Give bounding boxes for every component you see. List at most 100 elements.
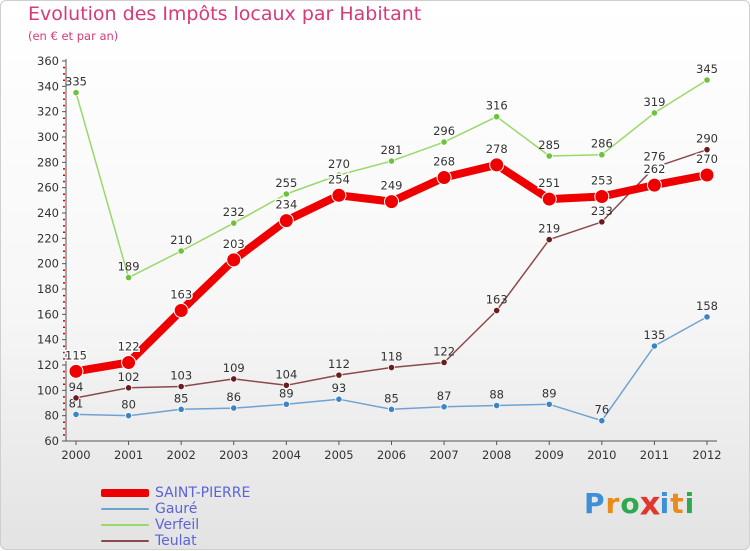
legend-swatch <box>101 540 149 542</box>
data-label-saint-pierre: 122 <box>118 339 140 353</box>
data-point-verfeil <box>493 113 501 121</box>
data-label-verfeil: 335 <box>65 75 87 89</box>
y-tick-label: 220 <box>37 231 59 245</box>
data-point-teulat <box>598 218 606 226</box>
data-point-gaure <box>177 405 185 413</box>
y-tick-label: 360 <box>37 54 59 68</box>
data-point-saint-pierre <box>436 170 452 186</box>
y-minor-tick <box>63 123 65 126</box>
data-point-teulat <box>177 382 185 391</box>
y-minor-tick <box>63 155 65 157</box>
y-minor-tick <box>63 269 65 271</box>
data-point-saint-pierre <box>384 194 399 210</box>
data-point-gaure <box>650 342 659 350</box>
data-label-saint-pierre: 270 <box>696 152 718 166</box>
y-minor-tick <box>63 320 65 322</box>
data-point-gaure <box>703 313 711 321</box>
y-minor-tick <box>63 199 65 202</box>
y-minor-tick <box>63 275 65 278</box>
data-point-teulat <box>72 394 80 402</box>
y-minor-tick <box>63 244 65 246</box>
x-tick-label: 2012 <box>692 448 721 462</box>
y-minor-tick <box>63 345 65 347</box>
logo-letter: i <box>684 487 696 520</box>
data-label-gaure: 89 <box>279 386 294 400</box>
y-minor-tick <box>63 358 65 360</box>
y-minor-tick <box>63 294 65 297</box>
x-tick-label: 2004 <box>272 448 301 462</box>
x-tick-label: 2007 <box>429 448 458 462</box>
y-tick-label: 280 <box>37 155 59 169</box>
data-point-gaure <box>598 417 606 425</box>
data-point-teulat <box>124 384 133 392</box>
data-label-verfeil: 345 <box>696 62 718 76</box>
y-minor-tick <box>63 231 65 233</box>
data-point-verfeil <box>650 109 659 117</box>
data-label-verfeil: 319 <box>643 95 665 109</box>
data-point-gaure <box>72 410 80 418</box>
data-point-gaure <box>282 400 290 408</box>
y-minor-tick <box>63 142 65 145</box>
legend-label: Teulat <box>155 533 197 549</box>
data-label-saint-pierre: 251 <box>538 176 560 190</box>
data-label-saint-pierre: 254 <box>328 172 350 186</box>
y-minor-tick <box>63 383 65 385</box>
data-point-verfeil <box>177 247 185 255</box>
data-label-gaure: 86 <box>226 390 241 404</box>
y-tick-label: 120 <box>37 358 59 372</box>
data-point-saint-pierre <box>699 167 715 183</box>
data-label-gaure: 80 <box>121 398 136 412</box>
data-label-teulat: 290 <box>696 132 718 146</box>
y-tick-label: 160 <box>37 307 59 321</box>
data-label-saint-pierre: 115 <box>65 348 87 362</box>
data-label-verfeil: 270 <box>328 157 350 171</box>
y-minor-tick <box>63 250 65 252</box>
data-label-verfeil: 316 <box>486 99 508 113</box>
y-tick-label: 80 <box>44 409 59 423</box>
x-tick-label: 2002 <box>167 448 196 462</box>
chart-title: Evolution des Impôts locaux par Habitant <box>28 3 422 25</box>
x-tick-label: 2009 <box>535 448 564 462</box>
y-minor-tick <box>63 225 65 227</box>
y-minor-tick <box>63 402 65 404</box>
data-label-gaure: 93 <box>332 381 347 395</box>
data-label-verfeil: 189 <box>118 260 140 274</box>
data-point-gaure <box>493 401 501 410</box>
legend-swatch <box>101 524 149 526</box>
logo-letter: i <box>659 487 671 520</box>
data-point-saint-pierre <box>594 189 610 205</box>
data-label-verfeil: 255 <box>275 176 297 190</box>
y-minor-tick <box>63 98 65 100</box>
data-point-saint-pierre <box>331 187 347 203</box>
data-point-teulat <box>230 375 238 383</box>
data-label-teulat: 94 <box>69 380 84 394</box>
y-minor-tick <box>63 193 65 195</box>
data-label-teulat: 122 <box>433 344 455 358</box>
data-label-saint-pierre: 278 <box>486 142 508 156</box>
data-point-verfeil <box>703 76 711 84</box>
data-point-saint-pierre <box>278 213 294 229</box>
data-point-verfeil <box>440 138 448 146</box>
data-label-teulat: 219 <box>538 222 560 236</box>
x-tick-label: 2001 <box>114 448 143 462</box>
y-tick-label: 260 <box>37 181 59 195</box>
data-point-verfeil <box>387 157 396 165</box>
x-tick-label: 2000 <box>61 448 90 462</box>
y-minor-tick <box>63 218 65 221</box>
data-label-saint-pierre: 262 <box>643 162 665 176</box>
chart-subtitle: (en € et par an) <box>28 29 119 43</box>
data-label-gaure: 85 <box>174 391 189 405</box>
data-point-saint-pierre <box>489 157 505 173</box>
logo-letter: t <box>670 487 685 520</box>
legend-swatch <box>101 508 149 510</box>
legend-label: SAINT-PIERRE <box>155 485 251 501</box>
legend-item-teulat: Teulat <box>101 533 250 549</box>
data-label-verfeil: 281 <box>381 143 403 157</box>
proxiti-logo: Proxiti <box>584 485 696 523</box>
data-point-gaure <box>387 405 396 413</box>
data-label-teulat: 118 <box>381 350 403 364</box>
data-point-teulat <box>493 306 501 315</box>
y-minor-tick <box>63 79 65 81</box>
x-tick-label: 2011 <box>640 448 669 462</box>
